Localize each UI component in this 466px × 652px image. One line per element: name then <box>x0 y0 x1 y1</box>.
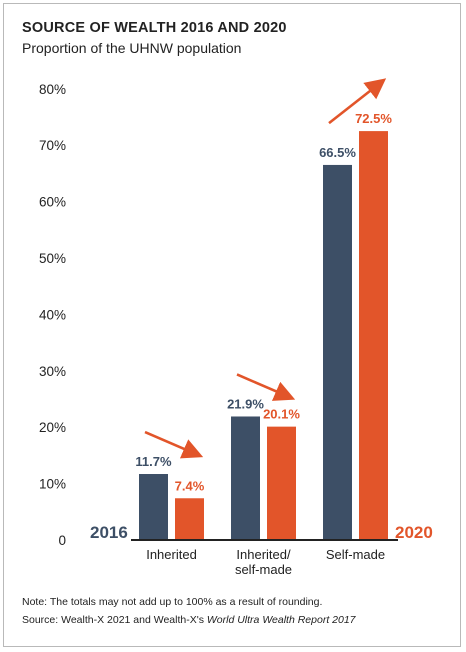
bar-2020-0 <box>175 498 204 540</box>
trend-arrows-group <box>144 78 387 459</box>
chart-subtitle: Proportion of the UHNW population <box>22 40 242 56</box>
bar-2020-1 <box>267 426 296 540</box>
bar-2016-0 <box>139 474 168 540</box>
y-tick-label: 80% <box>39 82 66 97</box>
source-prefix: Source: Wealth-X 2021 and Wealth-X's <box>22 614 207 626</box>
data-label-2016-1: 21.9% <box>227 396 264 411</box>
x-tick-label: Self-made <box>326 547 385 562</box>
data-label-2020-1: 20.1% <box>263 407 300 422</box>
x-tick-label: Inherited <box>146 547 197 562</box>
data-labels-group: 11.7% 21.9% 66.5% 7.4% 20.1% 72.5% <box>135 111 392 493</box>
bars-group <box>139 131 388 540</box>
source-report-title: World Ultra Wealth Report 2017 <box>206 614 356 626</box>
x-axis: Inherited Inherited/self-made Self-made <box>131 539 398 577</box>
bar-2020-2 <box>359 131 388 540</box>
x-tick-label: Inherited/self-made <box>235 547 292 577</box>
legend-2020: 2020 <box>395 523 433 542</box>
y-tick-label: 60% <box>39 195 66 210</box>
bar-2016-1 <box>231 416 260 540</box>
y-tick-label: 10% <box>39 477 66 492</box>
data-label-2016-2: 66.5% <box>319 145 356 160</box>
y-tick-label: 70% <box>39 138 66 153</box>
data-label-2020-0: 7.4% <box>175 478 205 493</box>
trend-arrow-up <box>328 78 387 125</box>
y-tick-label: 0 <box>58 533 66 548</box>
y-axis: 0 10% 20% 30% 40% 50% 60% 70% 80% <box>39 82 66 548</box>
trend-arrow-down <box>236 373 296 401</box>
footnote: Note: The totals may not add up to 100% … <box>22 596 323 608</box>
y-tick-label: 20% <box>39 420 66 435</box>
data-label-2016-0: 11.7% <box>135 454 172 469</box>
source-note: Source: Wealth-X 2021 and Wealth-X's Wor… <box>22 614 356 626</box>
trend-arrow-down <box>144 430 204 459</box>
bar-2016-2 <box>323 164 352 540</box>
y-tick-label: 40% <box>39 307 66 322</box>
y-tick-label: 30% <box>39 364 66 379</box>
chart-title: SOURCE OF WEALTH 2016 AND 2020 <box>22 20 287 36</box>
data-label-2020-2: 72.5% <box>355 111 392 126</box>
legend-2016: 2016 <box>90 523 128 542</box>
y-tick-label: 50% <box>39 251 66 266</box>
